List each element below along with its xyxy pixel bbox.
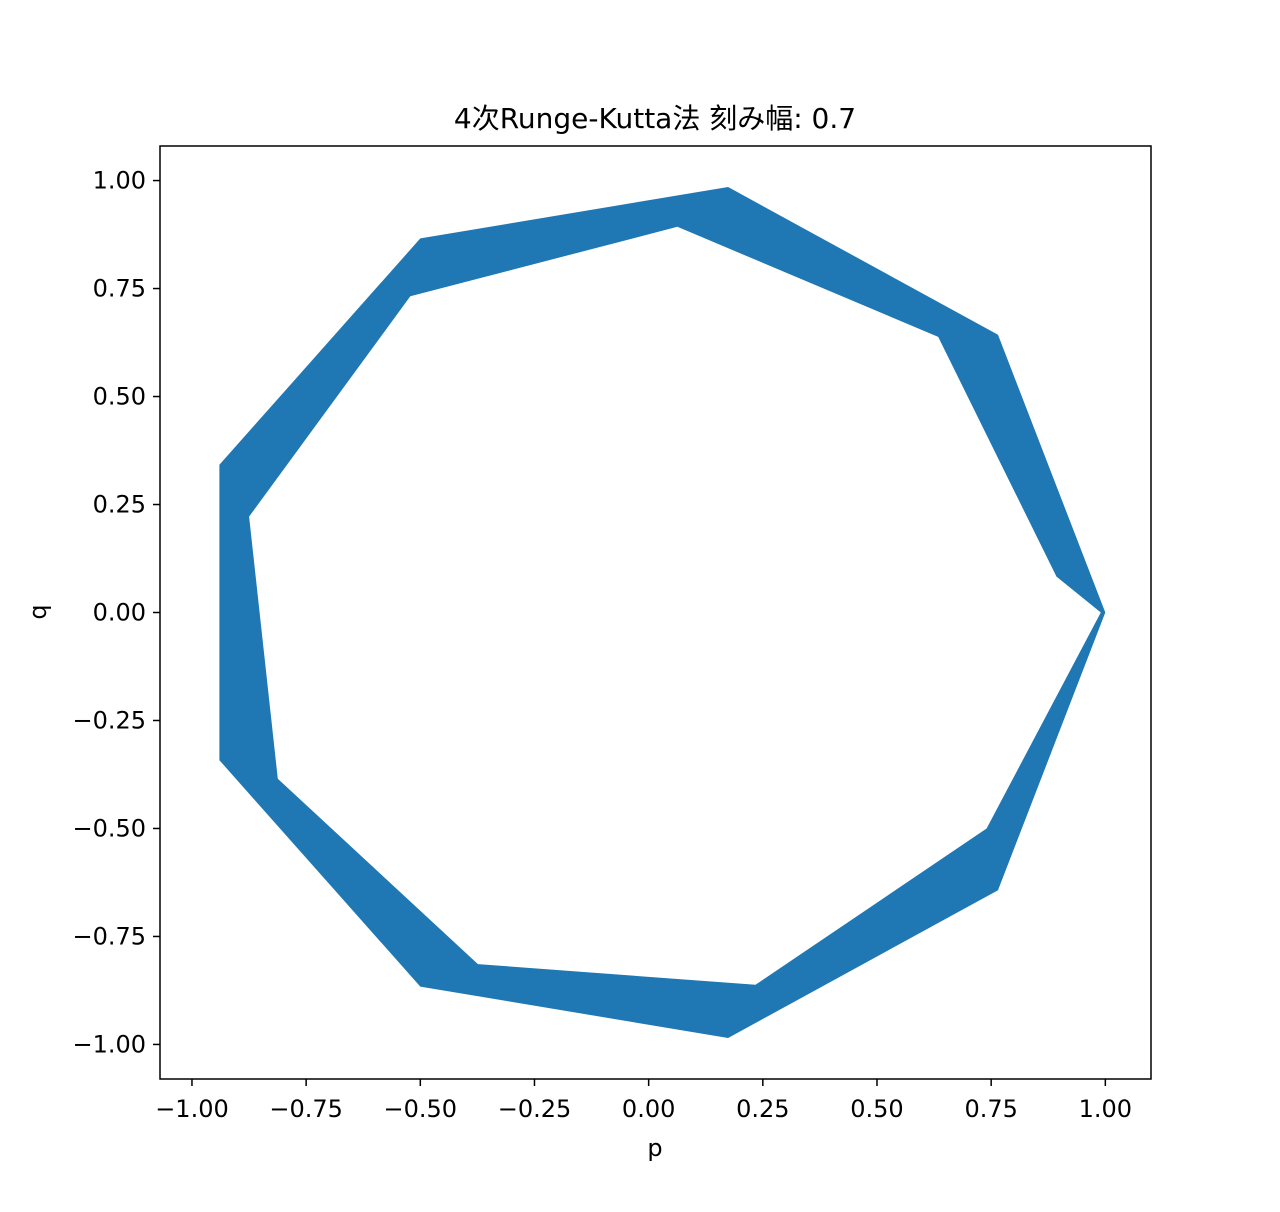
x-tick-label: 1.00: [1079, 1095, 1132, 1123]
x-axis-label: p: [647, 1134, 662, 1162]
y-tick-label: 0.25: [93, 491, 146, 519]
plot-area: [219, 187, 1106, 1038]
y-tick-label: −1.00: [72, 1030, 146, 1058]
trajectory-band: [219, 187, 1106, 1038]
y-axis-label: q: [24, 604, 52, 619]
x-tick-label: 0.50: [850, 1095, 903, 1123]
y-tick-label: 1.00: [93, 167, 146, 195]
x-tick-label: −0.50: [384, 1095, 458, 1123]
y-tick-label: −0.25: [72, 706, 146, 734]
x-tick-label: 0.00: [622, 1095, 675, 1123]
x-tick-label: 0.25: [736, 1095, 789, 1123]
chart-title: 4次Runge-Kutta法 刻み幅: 0.7: [454, 102, 856, 135]
x-tick-label: −0.25: [498, 1095, 572, 1123]
y-axis-ticks: 1.00 0.75 0.50 0.25 0.00 −0.25 −0.50 −0.75 −1.00: [72, 167, 160, 1058]
y-tick-label: −0.50: [72, 814, 146, 842]
y-tick-label: 0.75: [93, 275, 146, 303]
x-tick-label: −1.00: [155, 1095, 229, 1123]
x-tick-label: 0.75: [964, 1095, 1017, 1123]
y-tick-label: 0.50: [93, 383, 146, 411]
y-tick-label: −0.75: [72, 922, 146, 950]
axes-frame: [159, 145, 1152, 1080]
y-tick-label: 0.00: [93, 599, 146, 627]
x-axis-ticks: −1.00 −0.75 −0.50 −0.25 0.00 0.25 0.50 0.75 1.00: [155, 1079, 1132, 1123]
x-tick-label: −0.75: [269, 1095, 343, 1123]
